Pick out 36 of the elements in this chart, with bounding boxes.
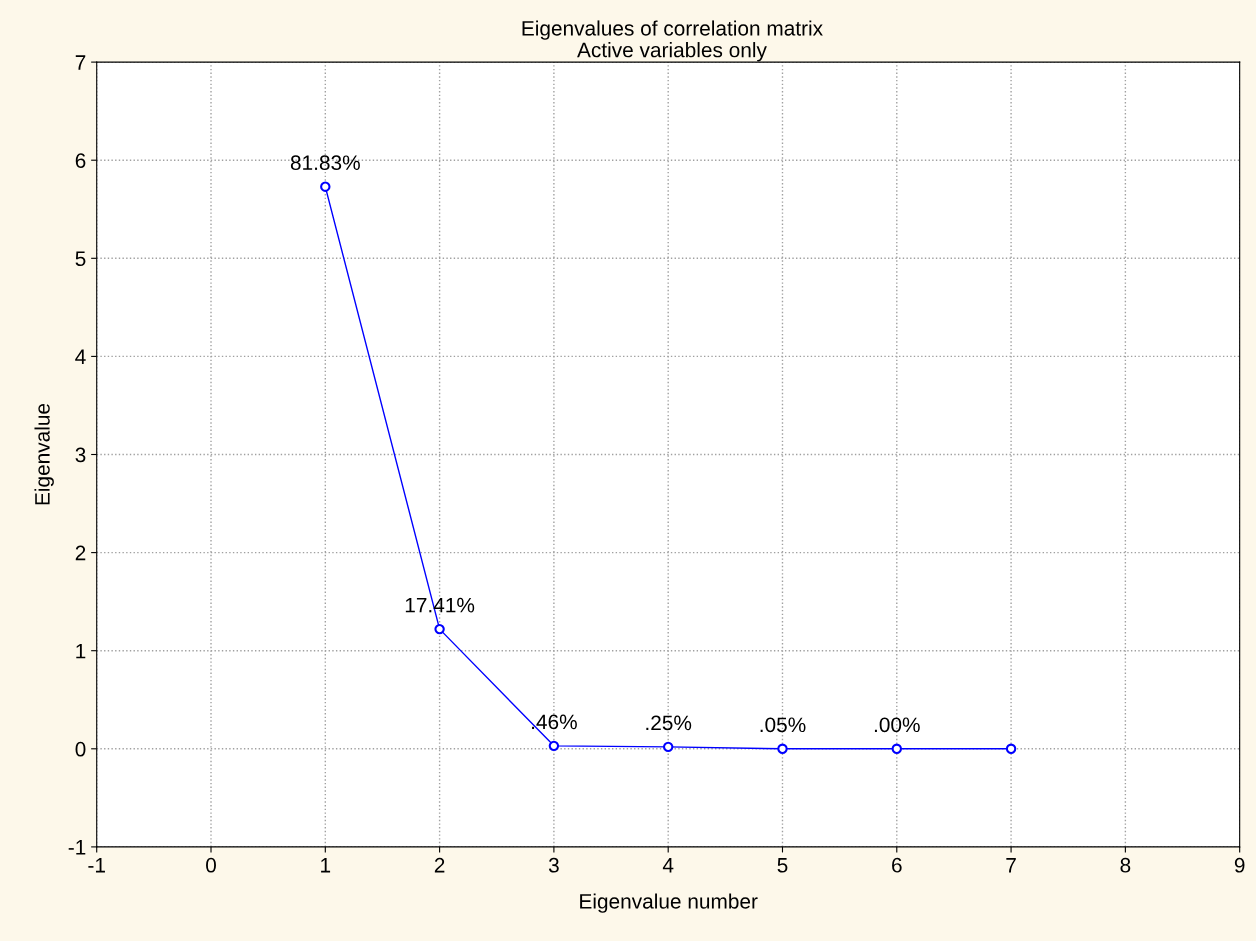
y-tick-label: 5 <box>75 251 86 267</box>
y-tick-label: 0 <box>75 741 86 757</box>
x-tick-label: -1 <box>88 858 105 873</box>
point <box>662 741 674 753</box>
annotation: .46% <box>532 714 577 730</box>
x-tick-label: 4 <box>662 858 674 873</box>
annotation: 81.83% <box>290 155 360 171</box>
y-tick-label: 7 <box>75 55 86 70</box>
x-tick-label: 6 <box>892 857 902 873</box>
y-tick-label: 4 <box>75 349 86 364</box>
x-tick-label: 2 <box>434 857 445 873</box>
y-tick-label: 2 <box>75 545 86 561</box>
x-tick-label: 3 <box>548 857 559 873</box>
y-tick-label: 3 <box>75 447 86 463</box>
point <box>548 740 560 752</box>
x-tick-label: 8 <box>1120 857 1131 873</box>
chart-subtitle: Active variables only <box>577 42 767 62</box>
point <box>891 743 902 755</box>
annotation: .25% <box>646 715 692 731</box>
annotation: .05% <box>760 717 806 733</box>
x-tick-label: 1 <box>321 858 331 873</box>
y-axis-title: Eigenvalue <box>34 403 54 505</box>
x-tick-label: 5 <box>777 858 788 873</box>
annotation: .00% <box>874 717 920 733</box>
x-tick-label: 7 <box>1006 858 1016 873</box>
y-tick-label: -1 <box>68 840 86 855</box>
x-tick-label: 9 <box>1234 857 1245 873</box>
point <box>1005 743 1017 755</box>
chart-title: Eigenvalues of correlation matrix <box>522 20 823 40</box>
point <box>434 623 445 635</box>
x-axis-title: Eigenvalue number <box>580 893 758 913</box>
point <box>320 181 331 192</box>
y-tick-label: 6 <box>75 153 86 168</box>
x-tick-label: 0 <box>206 857 216 873</box>
point <box>777 743 788 755</box>
y-tick-label: 1 <box>76 643 86 659</box>
